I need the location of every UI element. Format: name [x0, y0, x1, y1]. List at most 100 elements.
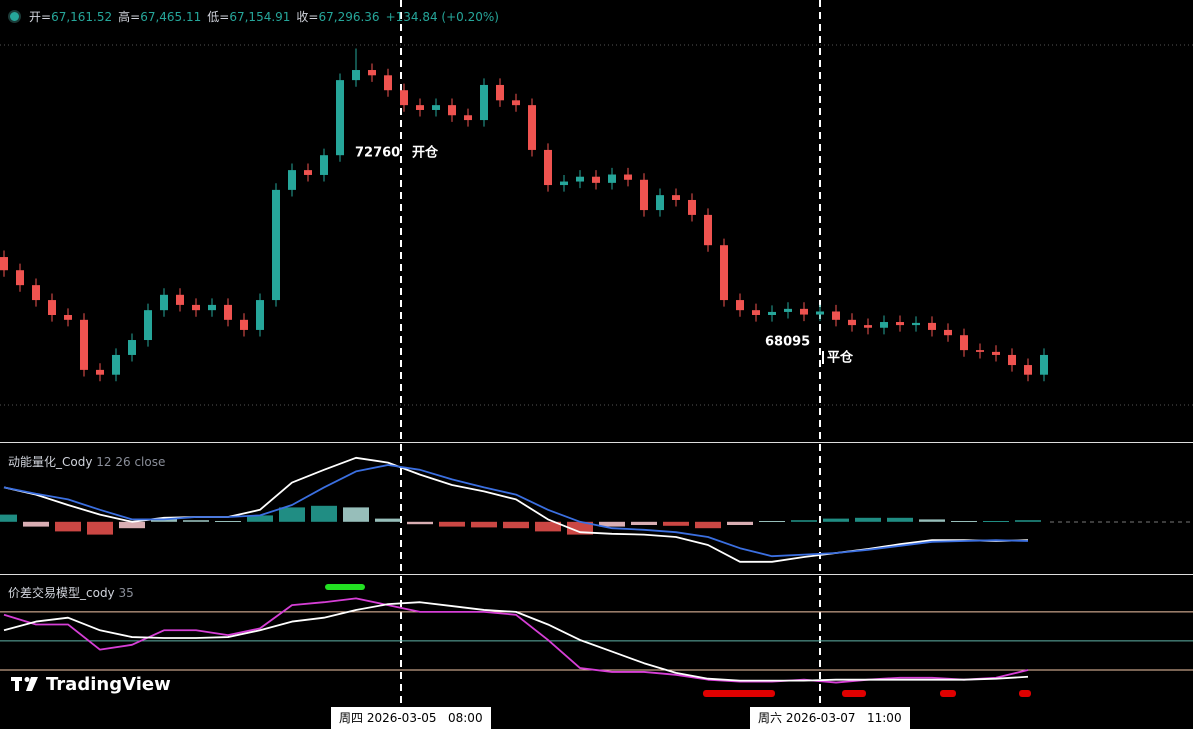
histogram-bar: [119, 521, 145, 529]
candle-body: [752, 310, 760, 315]
candle-body: [896, 322, 904, 326]
pane-title: 价差交易模型_cody: [8, 586, 115, 600]
ohlc-change: +134.84 (+0.20%): [385, 9, 499, 24]
histogram-bar: [311, 505, 337, 522]
candle-body: [32, 285, 40, 301]
histogram-bar: [1015, 520, 1041, 522]
pane-params: 12 26 close: [96, 455, 166, 469]
candle-body: [448, 105, 456, 116]
marker-label: 开仓: [412, 145, 439, 161]
candle-body: [560, 181, 568, 186]
candle-body: [320, 155, 328, 175]
histogram-bar: [791, 520, 817, 522]
ohlc-value: 67,296.36: [318, 9, 380, 24]
marker-price: 68095: [765, 335, 810, 350]
candle-body: [656, 195, 664, 211]
histogram-bar: [471, 521, 497, 528]
histogram-bar: [215, 521, 241, 522]
pane-title: 动能量化_Cody: [8, 455, 93, 469]
candle-body: [432, 105, 440, 110]
histogram-bar: [183, 520, 209, 522]
ohlc-label: 开=: [29, 10, 52, 24]
candle-body: [576, 176, 584, 182]
candle-body: [672, 195, 680, 200]
candle-body: [480, 84, 488, 121]
pane-params: 35: [118, 586, 134, 600]
logo-icon: [11, 677, 38, 691]
candle-body: [816, 311, 824, 315]
candle-body: [880, 322, 888, 328]
candle-body: [304, 170, 312, 175]
candle-body: [912, 322, 920, 326]
histogram-bar: [503, 521, 529, 529]
indicator-line: [3, 597, 1029, 684]
candle-body: [928, 322, 936, 330]
histogram-bar: [695, 521, 721, 529]
signal-marker: [940, 690, 956, 697]
candle-body: [336, 80, 344, 156]
ohlc-value: 67,465.11: [140, 9, 202, 24]
histogram-bar: [343, 507, 369, 522]
histogram-bar: [567, 521, 593, 535]
candle-body: [176, 294, 184, 305]
histogram-bar: [663, 521, 689, 526]
marker-price: 72760: [355, 146, 400, 161]
candle-body: [736, 300, 744, 311]
candle-body: [112, 354, 120, 375]
candle-body: [960, 335, 968, 351]
candle-body: [416, 105, 424, 110]
candle-body: [848, 319, 856, 326]
status-dot: [10, 12, 19, 21]
candle-body: [768, 311, 776, 315]
candle-body: [288, 170, 296, 190]
candle-body: [720, 245, 728, 301]
candle-body: [384, 75, 392, 91]
candle-body: [688, 199, 696, 215]
candle-body: [1040, 354, 1048, 375]
ohlc-label: 低=: [207, 10, 230, 24]
pane-label: 价差交易模型_cody 35: [8, 584, 134, 601]
histogram-bar: [407, 521, 433, 525]
candle-body: [976, 350, 984, 352]
candle-body: [352, 70, 360, 81]
candle-body: [0, 257, 8, 271]
histogram-bar: [23, 521, 49, 527]
candle-body: [256, 300, 264, 330]
candle-body: [48, 300, 56, 315]
candle-body: [496, 84, 504, 101]
candle-body: [224, 304, 232, 320]
signal-marker: [325, 584, 365, 590]
histogram-bar: [247, 515, 273, 522]
histogram-bar: [87, 521, 113, 535]
pane-label: 动能量化_Cody 12 26 close: [8, 453, 165, 470]
histogram-bar: [631, 521, 657, 525]
indicator-line: [3, 464, 1029, 558]
candle-body: [592, 176, 600, 183]
logo-text: TradingView: [46, 674, 171, 695]
candle-body: [272, 189, 280, 301]
histogram-bar: [759, 521, 785, 522]
candle-body: [464, 115, 472, 121]
candle-body: [144, 310, 152, 341]
signal-marker: [1019, 690, 1031, 697]
candle-body: [160, 294, 168, 311]
candle-body: [992, 351, 1000, 355]
ohlc-label: 收=: [296, 10, 319, 24]
candle-body: [624, 174, 632, 180]
candle-body: [400, 90, 408, 106]
histogram-bar: [535, 521, 561, 532]
candle-body: [1008, 354, 1016, 366]
indicator-line: [3, 456, 1029, 563]
candle-body: [1024, 365, 1032, 375]
candle-body: [784, 308, 792, 312]
ohlc-value: 67,161.52: [51, 9, 113, 24]
ohlc-header: 开= 67,161.52 高= 67,465.11 低= 67,154.91 收= 67…: [10, 8, 505, 25]
candle-body: [608, 174, 616, 183]
histogram-bar: [375, 518, 401, 522]
histogram-bar: [439, 521, 465, 527]
histogram-bar: [279, 507, 305, 522]
histogram-bar: [599, 521, 625, 527]
histogram-bar: [727, 521, 753, 525]
candle-body: [96, 369, 104, 375]
